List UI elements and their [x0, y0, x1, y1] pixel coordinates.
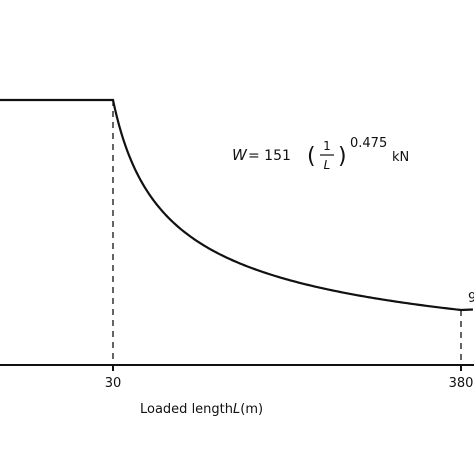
formula-unit: kN [392, 150, 409, 165]
x-axis-label-unit: (m) [240, 402, 263, 417]
formula-exponent: 0.475 [350, 136, 387, 151]
formula-equals: = 151 [248, 148, 291, 164]
x-tick-label-380: 380 [449, 376, 474, 391]
formula-frac-num: 1 [323, 139, 331, 153]
x-axis-label: Loaded lengthL(m) [140, 402, 263, 417]
x-axis-label-symbol: L [233, 402, 240, 417]
x-tick-label-30: 30 [105, 376, 122, 391]
series-line-load-curve [0, 98, 473, 312]
formula-left-paren: ( [307, 144, 316, 169]
formula-annotation: W = 151 ( 1 L ) 0.475 kN [232, 136, 409, 172]
formula-frac-den: L [324, 158, 331, 172]
formula-right-paren: ) [338, 144, 347, 169]
x-axis-label-text: Loaded length [140, 402, 233, 417]
formula-lhs: W [232, 146, 248, 164]
point-label-380: 9 [468, 291, 474, 306]
